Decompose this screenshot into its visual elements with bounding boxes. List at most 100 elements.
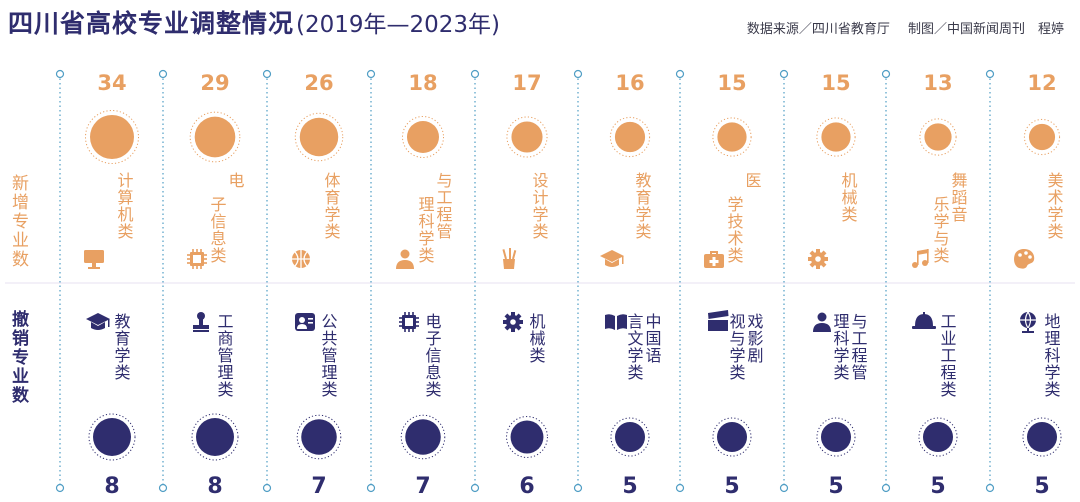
- svg-text:电: 电: [226, 172, 245, 189]
- removed-bubble-ring: [191, 413, 239, 461]
- person-icon: [396, 249, 414, 269]
- added-value-label: 29: [200, 71, 229, 95]
- removed-bubble-ring: [1022, 417, 1062, 457]
- added-value-label: 12: [1027, 71, 1056, 95]
- added-category-label: 体育学类: [322, 172, 341, 240]
- removed-bubble-ring: [506, 416, 548, 458]
- added-bubble: [406, 120, 440, 154]
- pencil-cup-icon: [502, 248, 517, 269]
- added-bubble: [1028, 123, 1056, 151]
- added-value-label: 15: [821, 71, 850, 95]
- svg-text:学技术类: 学技术类: [725, 196, 744, 264]
- added-category-label: 机械类: [839, 172, 858, 223]
- column-guide-dot: [675, 69, 685, 79]
- removed-category-label: 工业工程类: [938, 313, 957, 398]
- added-bubble: [821, 122, 851, 152]
- book-icon: [605, 314, 627, 330]
- removed-value-label: 5: [622, 474, 637, 499]
- column-guide-dot: [573, 69, 583, 79]
- removed-bubble-ring: [296, 414, 342, 460]
- column-guide-dot: [779, 483, 789, 493]
- svg-text:言文学类: 言文学类: [625, 313, 644, 381]
- added-category-label: 教育学类: [633, 172, 652, 240]
- column-guide-dot: [881, 69, 891, 79]
- added-value-label: 26: [304, 71, 333, 95]
- removed-bubble: [716, 421, 748, 453]
- added-bubble: [299, 117, 339, 157]
- removed-value-label: 8: [207, 474, 222, 499]
- palette-icon: [1014, 249, 1035, 269]
- svg-text:舞蹈音: 舞蹈音: [949, 172, 968, 223]
- added-bubble-ring: [189, 111, 241, 163]
- id-card-icon: [295, 313, 315, 331]
- removed-bubble-ring: [816, 417, 856, 457]
- clapperboard-icon: [708, 310, 729, 331]
- removed-value-label: 7: [311, 474, 326, 499]
- stamp-icon: [193, 312, 209, 332]
- removed-axis-label: 撤销专业数: [8, 310, 28, 405]
- data-source: 数据来源／四川省教育厅: [746, 22, 890, 37]
- basketball-icon: [292, 250, 310, 268]
- svg-text:子信息类: 子信息类: [208, 196, 227, 264]
- column-guide-dot: [779, 69, 789, 79]
- monitor-icon: [84, 250, 104, 269]
- chip-icon: [187, 249, 207, 269]
- removed-category-label: 教育学类: [112, 313, 131, 381]
- column-guide-dot: [366, 483, 376, 493]
- graduation-cap-icon: [86, 313, 110, 330]
- added-bubble-ring: [712, 117, 752, 157]
- music-note-icon: [912, 249, 929, 268]
- removed-bubble: [93, 418, 131, 456]
- removed-category-label: 电子信息类: [423, 313, 442, 398]
- column-guide-dot: [985, 69, 995, 79]
- column-guide-dot: [262, 69, 272, 79]
- removed-value-label: 5: [828, 474, 843, 499]
- svg-text:戏影剧: 戏影剧: [745, 313, 764, 364]
- chart-title: 四川省高校专业调整情况: [8, 9, 295, 38]
- gear-icon: [503, 312, 523, 332]
- column-guide-dot: [158, 69, 168, 79]
- removed-bubble: [922, 421, 954, 453]
- person-icon: [813, 312, 831, 332]
- column-guide-dot: [675, 483, 685, 493]
- column-guide-dot: [985, 483, 995, 493]
- added-bubble-ring: [401, 115, 445, 159]
- gear-icon: [808, 249, 828, 269]
- added-category-label: 电子信息类: [208, 172, 245, 264]
- added-bubble: [511, 121, 543, 153]
- removed-bubble: [1026, 421, 1058, 453]
- removed-bubble-ring: [88, 413, 136, 461]
- added-bubble-ring: [1023, 118, 1061, 156]
- removed-bubble: [405, 419, 441, 455]
- column-guide-dot: [881, 483, 891, 493]
- added-axis-label: 新增专业数: [8, 174, 28, 269]
- column-guide-dot: [573, 483, 583, 493]
- removed-bubble: [510, 420, 544, 454]
- added-bubble-ring: [85, 110, 139, 164]
- added-value-label: 34: [97, 71, 126, 95]
- added-value-label: 15: [717, 71, 746, 95]
- removed-bubble: [614, 421, 646, 453]
- added-value-label: 13: [923, 71, 952, 95]
- column-guide-dot: [470, 483, 480, 493]
- removed-bubble-ring: [610, 417, 650, 457]
- chart-subtitle: (2019年—2023年): [296, 12, 501, 38]
- chart-title-block: 四川省高校专业调整情况 (2019年—2023年): [8, 4, 500, 44]
- globe-icon: [1020, 311, 1036, 333]
- added-bubble: [194, 116, 236, 158]
- graduation-cap-icon: [600, 250, 624, 267]
- column-guide-dot: [366, 69, 376, 79]
- removed-value-label: 8: [104, 474, 119, 499]
- added-bubble-ring: [919, 118, 957, 156]
- added-category-label: 设计学类: [530, 172, 549, 240]
- added-bubble: [924, 123, 952, 151]
- medical-kit-icon: [704, 251, 724, 268]
- added-bubble: [614, 121, 646, 153]
